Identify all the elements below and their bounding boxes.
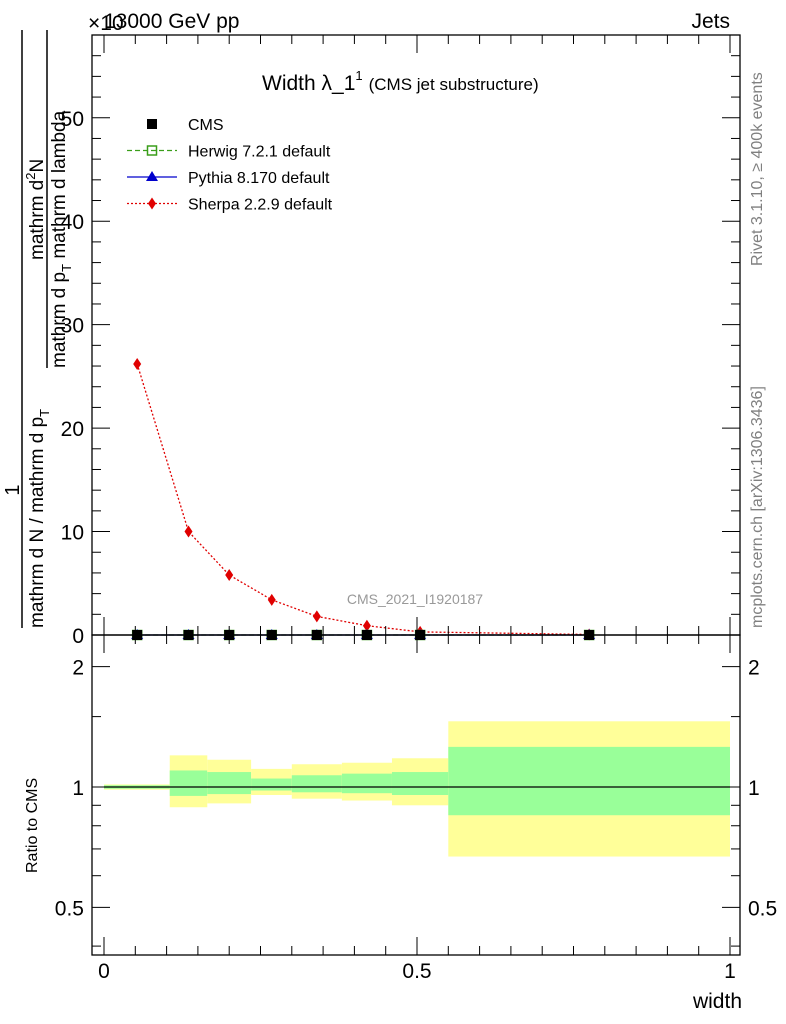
ratio-y-tick-label-right: 1	[748, 777, 760, 800]
legend: CMS Herwig 7.2.1 default Pythia 8.170 defa…	[127, 117, 333, 214]
y-tick-label: 20	[61, 418, 84, 441]
ratio-inner-band-bin	[341, 773, 392, 794]
title-sub: (CMS jet substructure)	[369, 75, 539, 94]
y-label-denominator-1: mathrm d N / mathrm d pT	[27, 409, 52, 628]
y-tick-label: 10	[61, 522, 84, 545]
pythia-point	[146, 171, 158, 181]
legend-label: CMS	[188, 117, 224, 134]
plot-exponent: ×10	[88, 12, 124, 35]
x-tick-label: 0.5	[402, 960, 431, 983]
series-3	[136, 363, 590, 636]
ratio-y-tick-label-right: 0.5	[748, 897, 777, 920]
rivet-version-label: Rivet 3.1.10, ≥ 400k events	[749, 72, 766, 266]
legend-entry: Pythia 8.170 default	[127, 170, 330, 187]
ratio-inner-band-bin	[207, 772, 252, 795]
svg-text:Width λ_11(CMS jet substructur: Width λ_11 (CMS jet substructure)	[262, 68, 539, 95]
axes: 0 10 20 30 40 50 0 0.5 1 0.5 0.5 1 1 2 2	[55, 34, 777, 983]
ratio-inner-band-bin	[291, 775, 342, 793]
main-y-axis-label: 1 mathrm d N / mathrm d pT mathrm d2N ma…	[2, 30, 74, 628]
herwig-point	[146, 145, 158, 156]
sherpa-point	[267, 593, 276, 606]
ratio-y-tick-label-right: 2	[748, 657, 760, 680]
sherpa-point	[184, 525, 193, 538]
ratio-inner-band-bin	[251, 778, 292, 791]
ratio-inner-band-bin	[391, 772, 449, 795]
legend-entry: Herwig 7.2.1 default	[127, 144, 331, 161]
sherpa-point	[225, 569, 234, 581]
y-tick-label: 50	[61, 108, 84, 131]
ratio-inner-band-bin	[169, 770, 208, 796]
legend-label: Herwig 7.2.1 default	[188, 144, 331, 161]
y-label-numerator-1: 1	[2, 484, 24, 495]
analysis-watermark: CMS_2021_I1920187	[347, 591, 483, 607]
ratio-bands	[104, 721, 730, 857]
process-label: Jets	[691, 10, 730, 33]
ratio-plot-frame	[91, 634, 741, 956]
ratio-y-tick-label: 0.5	[55, 897, 84, 920]
legend-entry: Sherpa 2.2.9 default	[127, 197, 333, 214]
y-tick-label: 30	[61, 315, 84, 338]
y-label-denominator-2: mathrm d pT mathrm d lambda	[49, 110, 74, 368]
ratio-inner-band-bin	[448, 746, 730, 816]
ratio-y-tick-label: 2	[72, 657, 84, 680]
sherpa-point	[133, 357, 142, 370]
plot-title: Width λ_11 (CMS jet substructure)	[262, 68, 539, 95]
ratio-y-tick-label: 1	[72, 777, 84, 800]
x-axis-label: width	[692, 990, 742, 1013]
y-label-numerator-2: mathrm d2N	[23, 159, 48, 260]
energy-label: 13000 GeV pp	[104, 10, 239, 33]
title-sup: 1	[355, 68, 362, 83]
title-main: Width λ_1	[262, 72, 355, 95]
legend-label: Sherpa 2.2.9 default	[188, 197, 333, 214]
sherpa-point	[362, 619, 371, 632]
cms-data-point	[147, 119, 157, 129]
ratio-y-axis-label: Ratio to CMS	[24, 778, 41, 873]
y-tick-label: 40	[61, 211, 84, 234]
x-tick-label: 0	[98, 960, 110, 983]
mcplots-label: mcplots.cern.ch [arXiv:1306.3436]	[749, 386, 766, 628]
x-tick-label: 1	[724, 960, 736, 983]
sherpa-point	[312, 610, 321, 623]
series-line	[136, 363, 590, 636]
legend-label: Pythia 8.170 default	[188, 170, 330, 187]
sherpa-point	[148, 197, 156, 210]
y-tick-label: 0	[72, 625, 84, 648]
legend-entry: CMS	[147, 117, 224, 134]
